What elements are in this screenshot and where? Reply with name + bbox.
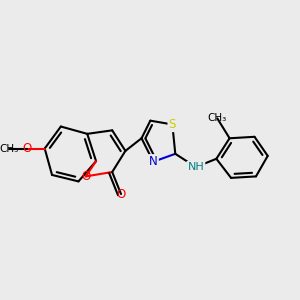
- Text: CH₃: CH₃: [208, 113, 227, 123]
- Text: N: N: [149, 155, 158, 168]
- Text: O: O: [116, 188, 126, 200]
- Text: O: O: [22, 142, 31, 155]
- Text: NH: NH: [188, 162, 204, 172]
- Text: CH₃: CH₃: [0, 143, 19, 154]
- Text: S: S: [169, 118, 176, 131]
- Text: O: O: [81, 170, 90, 183]
